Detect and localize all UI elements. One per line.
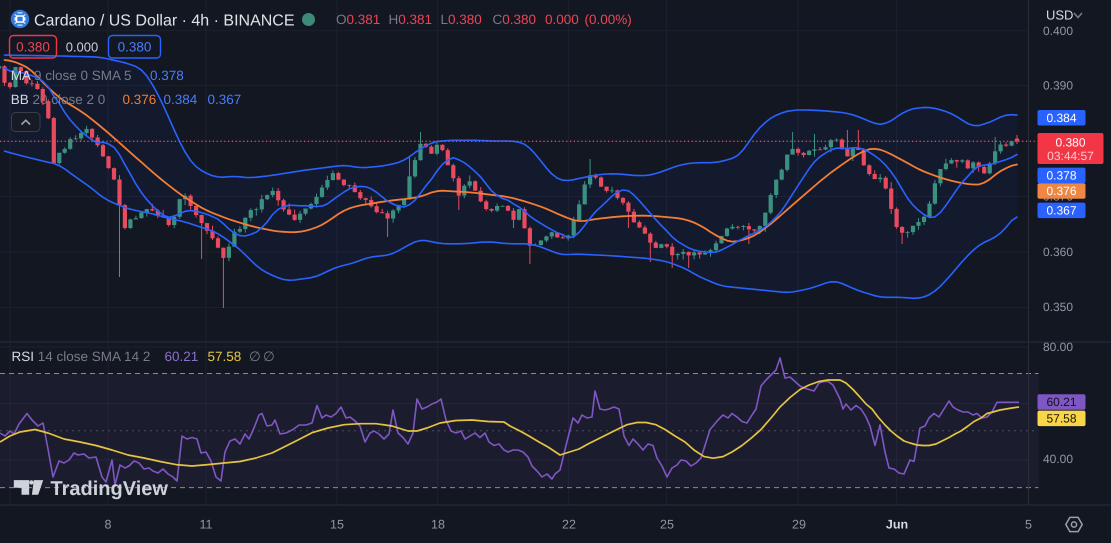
svg-text:29: 29 [792,518,806,532]
svg-text:USD: USD [1046,8,1073,23]
svg-text:0.390: 0.390 [1043,79,1073,93]
svg-text:0.367: 0.367 [1046,204,1076,218]
svg-text:15: 15 [330,518,344,532]
svg-text:22: 22 [562,518,576,532]
svg-text:Cardano / US Dollar · 4h · BIN: Cardano / US Dollar · 4h · BINANCE [34,13,295,30]
svg-text:0.400: 0.400 [1043,24,1073,38]
svg-text:0.384: 0.384 [1046,111,1076,125]
svg-text:60.21: 60.21 [1046,395,1076,409]
svg-text:0.350: 0.350 [1043,300,1073,314]
svg-text:0.380: 0.380 [1055,136,1085,150]
svg-text:0.378: 0.378 [1046,169,1076,183]
svg-text:03:44:57: 03:44:57 [1047,149,1094,163]
svg-text:5: 5 [1025,518,1032,532]
svg-text:11: 11 [200,518,213,532]
svg-text:TradingView: TradingView [51,478,169,500]
svg-text:0.360: 0.360 [1043,245,1073,259]
svg-text:Jun: Jun [886,518,908,532]
svg-text:0.376: 0.376 [1046,184,1076,198]
svg-text:MA 9 close 0 SMA 50.378: MA 9 close 0 SMA 5 0.378 [11,68,184,83]
svg-text:0.000: 0.000 [66,40,99,55]
svg-text:25: 25 [660,518,674,532]
svg-text:40.00: 40.00 [1043,452,1073,466]
svg-text:80.00: 80.00 [1043,340,1073,354]
svg-text:0.380: 0.380 [16,40,50,55]
svg-text:57.58: 57.58 [1046,412,1076,426]
svg-text:18: 18 [431,518,445,532]
svg-text:0.380: 0.380 [118,40,152,55]
svg-text:8: 8 [105,518,112,532]
